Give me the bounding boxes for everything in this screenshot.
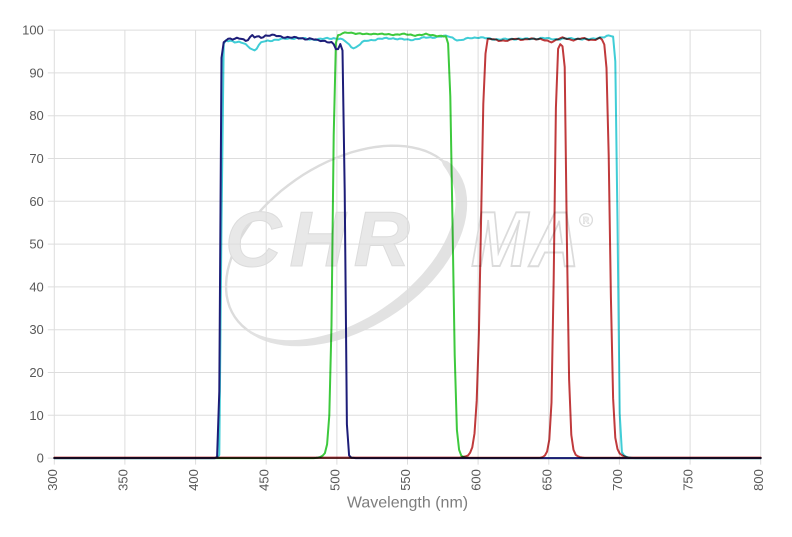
svg-text:0: 0 <box>37 451 44 466</box>
svg-text:550: 550 <box>398 469 413 491</box>
svg-text:300: 300 <box>45 469 60 491</box>
svg-text:100: 100 <box>22 23 44 38</box>
svg-text:40: 40 <box>29 279 43 294</box>
svg-text:MA: MA <box>471 195 581 283</box>
svg-text:650: 650 <box>539 469 554 491</box>
svg-text:600: 600 <box>469 469 484 491</box>
svg-text:CHR: CHR <box>225 195 418 283</box>
svg-text:60: 60 <box>29 194 43 209</box>
svg-text:70: 70 <box>29 151 43 166</box>
svg-text:30: 30 <box>29 322 43 337</box>
svg-text:450: 450 <box>257 469 272 491</box>
svg-text:700: 700 <box>610 469 625 491</box>
svg-text:350: 350 <box>115 469 130 491</box>
svg-text:20: 20 <box>29 365 43 380</box>
svg-text:400: 400 <box>186 469 201 491</box>
svg-text:10: 10 <box>29 408 43 423</box>
svg-text:800: 800 <box>751 469 766 491</box>
svg-text:80: 80 <box>29 108 43 123</box>
svg-text:R: R <box>583 216 590 226</box>
svg-text:Wavelength (nm): Wavelength (nm) <box>347 495 468 512</box>
svg-text:750: 750 <box>681 469 696 491</box>
svg-text:500: 500 <box>327 469 342 491</box>
svg-text:50: 50 <box>29 237 43 252</box>
svg-text:90: 90 <box>29 65 43 80</box>
